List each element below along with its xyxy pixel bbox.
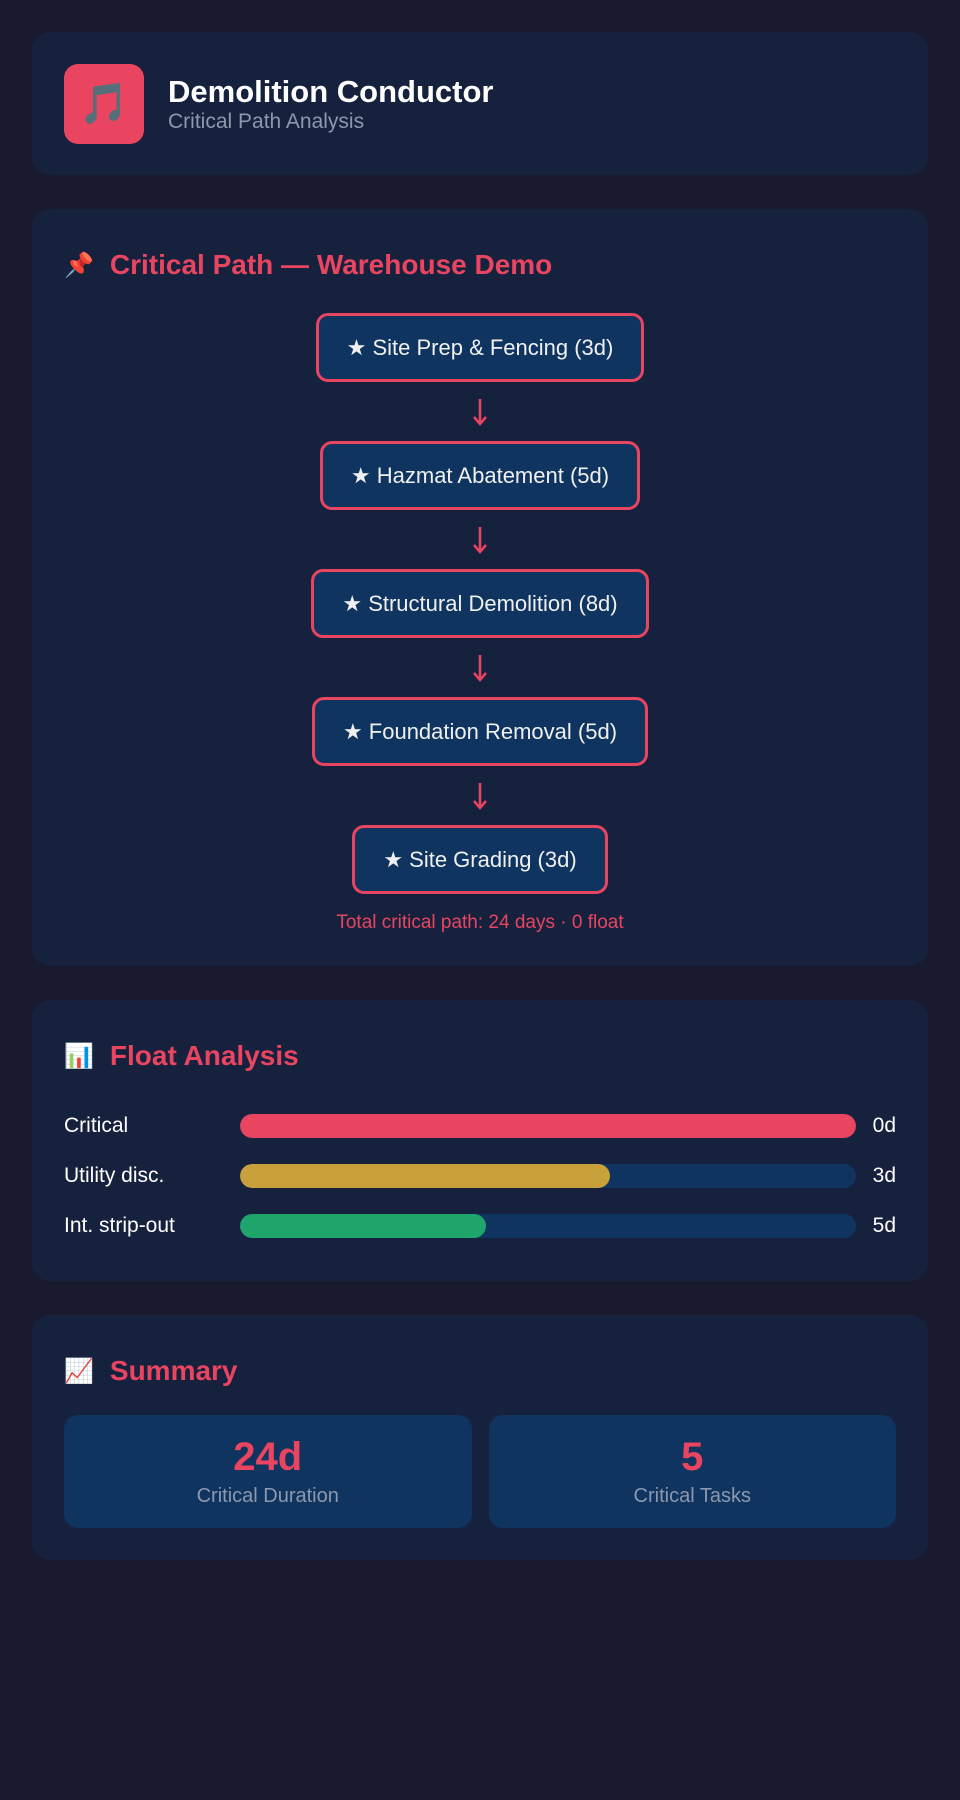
bar-fill [240,1114,856,1138]
arrow-icon [473,398,487,426]
section-title-text: Float Analysis [109,1040,299,1071]
float-row: Critical 0d [64,1114,896,1138]
summary-card: 📈 Summary 24d Critical Duration 5 Critical … [32,1315,928,1560]
flow-arrow [473,510,487,569]
critical-path-card: 📌 Critical Path — Warehouse Demo ★ Site … [32,209,928,966]
stat-value: 5 [681,1435,704,1479]
app-icon: 🎵 [64,63,144,144]
arrow-icon [473,526,487,554]
float-value: 0d [872,1114,896,1137]
app-title: Demolition Conductor [168,73,494,109]
float-label: Utility disc. [64,1164,165,1187]
float-rows: Critical 0d Utility disc. 3d Int. strip-out 5… [64,1114,896,1249]
stat-card: 5 Critical Tasks [488,1415,896,1528]
app-subtitle: Critical Path Analysis [168,109,365,133]
header-text: Demolition Conductor Critical Path Analy… [168,74,493,134]
float-value: 3d [872,1164,896,1187]
float-row: Int. strip-out 5d [64,1214,896,1238]
float-card: 📊 Float Analysis Critical 0d Utility disc.… [32,1000,928,1281]
flow-arrow [473,638,487,697]
stats: 24d Critical Duration 5 Critical Tasks [64,1415,896,1528]
task-node: ★ Site Prep & Fencing (3d) [315,313,645,382]
section-icon: 📊 [64,1042,94,1070]
stat-card: 24d Critical Duration [64,1415,472,1528]
bar-track [240,1114,856,1138]
section-title: 📌 Critical Path — Warehouse Demo [64,241,896,289]
bar-track [240,1164,856,1188]
path-flow: ★ Site Prep & Fencing (3d) ★ Hazmat Abate… [64,313,896,894]
section-title-text: Critical Path — Warehouse Demo [109,249,553,280]
float-label: Int. strip-out [64,1214,175,1237]
task-node: ★ Site Grading (3d) [352,825,608,894]
flow-arrow [473,382,487,441]
section-icon: 📈 [64,1357,94,1385]
task-node: ★ Structural Demolition (8d) [311,569,649,638]
stat-label: Critical Duration [196,1485,339,1507]
stat-value: 24d [233,1435,303,1479]
flow-arrow [473,766,487,825]
bar-track [240,1214,856,1238]
float-row: Utility disc. 3d [64,1164,896,1188]
header-card: 🎵 Demolition Conductor Critical Path Ana… [32,32,928,175]
bar-fill [240,1164,610,1188]
section-title-text: Summary [109,1355,238,1386]
task-node: ★ Foundation Removal (5d) [311,697,649,766]
bar-fill [240,1214,487,1238]
arrow-icon [473,782,487,810]
path-total: Total critical path: 24 days · 0 float [336,912,624,933]
section-title: 📈 Summary [64,1347,896,1395]
section-icon: 📌 [64,251,94,279]
section-title: 📊 Float Analysis [64,1032,896,1080]
task-node: ★ Hazmat Abatement (5d) [319,441,641,510]
float-value: 5d [872,1214,896,1237]
arrow-icon [473,654,487,682]
stat-label: Critical Tasks [633,1485,751,1507]
float-label: Critical [64,1114,129,1137]
